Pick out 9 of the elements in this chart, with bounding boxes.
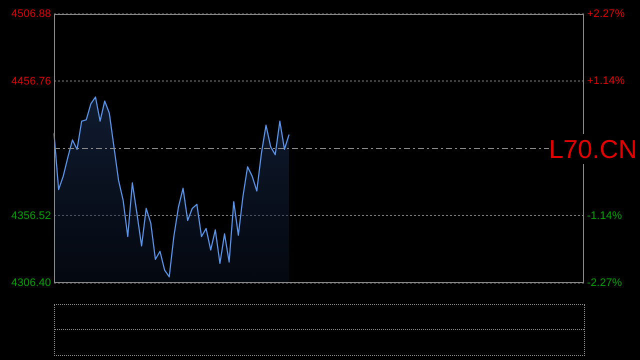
y-tick-label: 4356.52 bbox=[11, 210, 51, 222]
y2-tick-label: +2.27% bbox=[587, 8, 625, 20]
y2-tick-label: -1.14% bbox=[587, 210, 622, 222]
y-tick-label: 4506.88 bbox=[11, 8, 51, 20]
annotation: L70.CN bbox=[548, 134, 637, 164]
y-tick-label: 4306.40 bbox=[11, 277, 51, 290]
y2-tick-label: -2.27% bbox=[587, 277, 622, 290]
y2-tick-label: +1.14% bbox=[587, 74, 625, 87]
y-tick-label: 4456.76 bbox=[11, 75, 51, 88]
